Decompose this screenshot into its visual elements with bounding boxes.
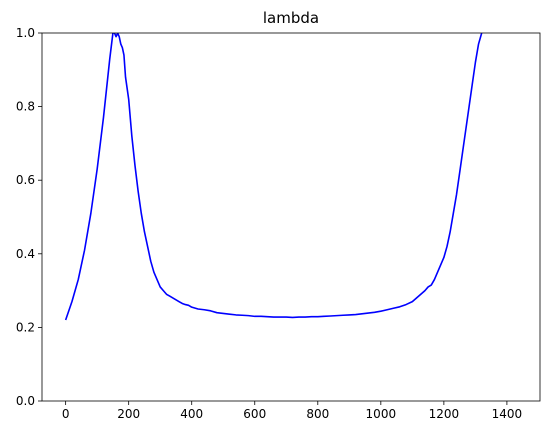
x-tick-label: 800 bbox=[306, 407, 329, 421]
y-tick-label: 0.6 bbox=[16, 173, 35, 187]
y-tick-label: 0.8 bbox=[16, 100, 35, 114]
x-tick-label: 600 bbox=[243, 407, 266, 421]
x-tick-label: 0 bbox=[62, 407, 70, 421]
x-tick-label: 1400 bbox=[492, 407, 523, 421]
x-tick-label: 200 bbox=[117, 407, 140, 421]
x-tick-label: 1200 bbox=[429, 407, 460, 421]
x-tick-label: 1000 bbox=[366, 407, 397, 421]
plot-frame bbox=[41, 32, 541, 402]
axes: 0 200 400 600 800 1000 1200 1400 0.0 0.2 0.4 0.6 0.8… bbox=[16, 26, 541, 421]
series-line-0 bbox=[64, 33, 483, 321]
chart-title: lambda bbox=[263, 9, 319, 27]
y-tick-label: 0.0 bbox=[16, 394, 35, 408]
y-tick-label: 1.0 bbox=[16, 26, 35, 40]
plot-area bbox=[64, 33, 483, 321]
x-tick-label: 400 bbox=[180, 407, 203, 421]
y-tick-label: 0.4 bbox=[16, 247, 35, 261]
y-tick-label: 0.2 bbox=[16, 320, 35, 334]
